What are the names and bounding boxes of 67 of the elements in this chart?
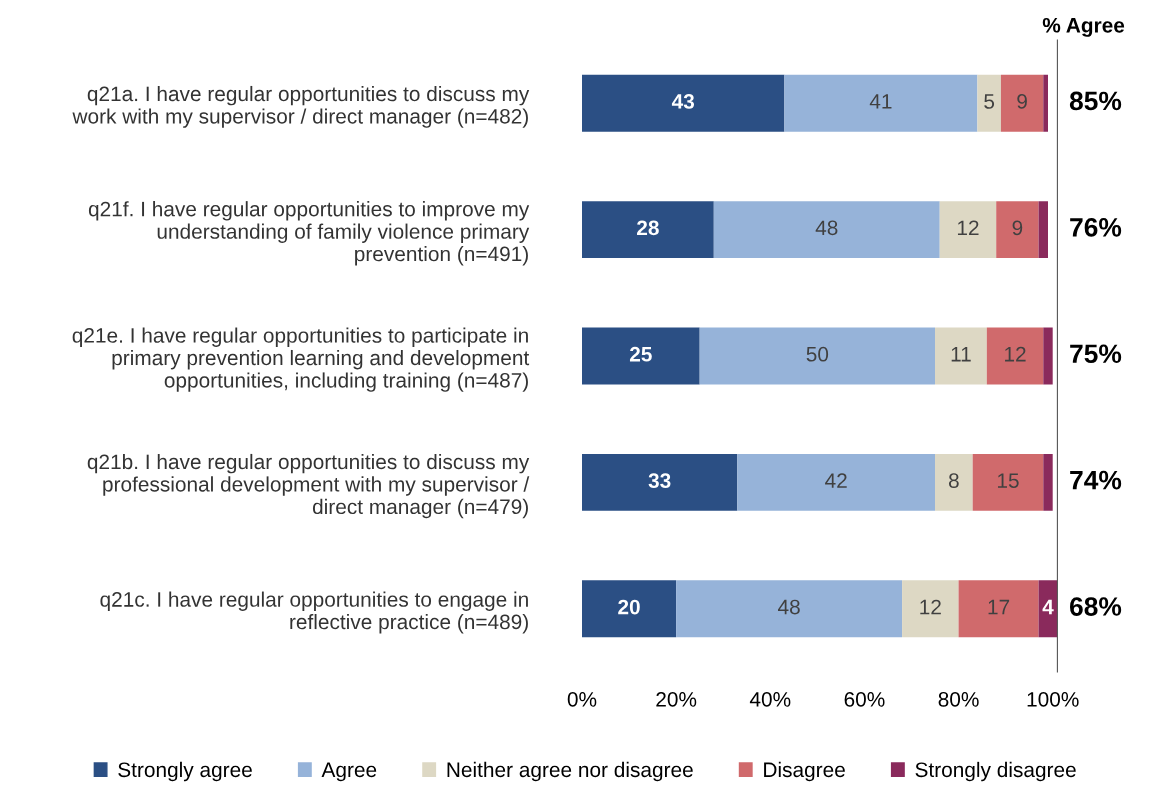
bar [977, 74, 1001, 132]
data-label: 50 [806, 346, 829, 362]
bar [1038, 201, 1048, 259]
text: 85% [1069, 91, 1122, 111]
legend-label: Neither agree nor disagree [447, 761, 693, 782]
data-label: 48 [778, 599, 800, 615]
bar [1043, 327, 1053, 385]
bar [581, 327, 700, 385]
y-tick-label: q21a. I have regular opportunities to discuss my work with my supervisor / direct manager (n=482) [72, 85, 530, 128]
bar [713, 201, 940, 259]
data-label: 11 [951, 347, 971, 362]
text: % Agree [1042, 17, 1125, 37]
bar [1043, 74, 1048, 132]
data-label: 15 [997, 473, 1019, 488]
bar [902, 580, 959, 638]
bar [784, 74, 978, 132]
x-tick-label: 60% [844, 691, 885, 707]
data-label: 42 [825, 473, 847, 488]
x-tick-label: 80% [938, 691, 979, 707]
bar [972, 453, 1044, 511]
data-label: 48 [815, 220, 838, 236]
data-label: 28 [637, 220, 659, 236]
data-label: 8 [948, 473, 959, 488]
bar [939, 201, 997, 259]
text: 74% [1070, 470, 1122, 490]
bar [581, 580, 677, 638]
bar [935, 453, 973, 511]
legend-label: Disagree [764, 761, 845, 782]
bar [935, 327, 987, 385]
bar [581, 453, 738, 511]
x-tick-label: 40% [749, 691, 791, 707]
x-tick-label: 20% [656, 691, 697, 707]
legend-label: Strongly disagree [915, 761, 1076, 782]
data-label: 20 [618, 599, 640, 615]
data-label: 9 [1012, 220, 1023, 236]
data-label: 9 [1017, 94, 1027, 109]
text: 68% [1070, 597, 1122, 616]
data-label: 33 [648, 473, 671, 489]
bar [996, 201, 1039, 259]
text: 75% [1070, 344, 1122, 364]
bar [1043, 453, 1053, 511]
y-tick-label: q21f. I have regular opportunities to improve my understanding of family violence primary prevention (n=491) [88, 201, 530, 266]
bar [737, 453, 936, 511]
x-tick-label: 100% [1027, 691, 1079, 707]
bar [699, 327, 936, 385]
y-tick-label: q21b. I have regular opportunities to discuss my professional development with my supervisor / direct manager (n=479) [87, 453, 530, 519]
bar [958, 580, 1039, 638]
bar [676, 580, 903, 638]
data-label: 25 [629, 346, 652, 362]
data-label: 12 [1005, 346, 1026, 362]
data-label: 41 [869, 94, 892, 109]
bar [581, 74, 785, 132]
text: 76% [1070, 218, 1122, 237]
data-label: 12 [957, 220, 979, 235]
data-label: 17 [988, 599, 1010, 615]
data-label: 4 [1042, 599, 1054, 615]
y-tick-label: q21e. I have regular opportunities to participate in primary prevention learning and development opportunities, including training (n=487) [72, 327, 530, 392]
legend-label: Agree [321, 762, 377, 782]
bar [986, 327, 1044, 385]
bar [581, 201, 714, 259]
data-label: 43 [671, 94, 695, 109]
legend-label: Strongly agree [118, 761, 252, 782]
data-label: 12 [920, 599, 941, 615]
data-label: 5 [984, 94, 995, 109]
x-tick-label: 0% [567, 691, 597, 707]
y-tick-label: q21c. I have regular opportunities to engage in reflective practice (n=489) [100, 591, 528, 634]
bar [1000, 74, 1044, 132]
